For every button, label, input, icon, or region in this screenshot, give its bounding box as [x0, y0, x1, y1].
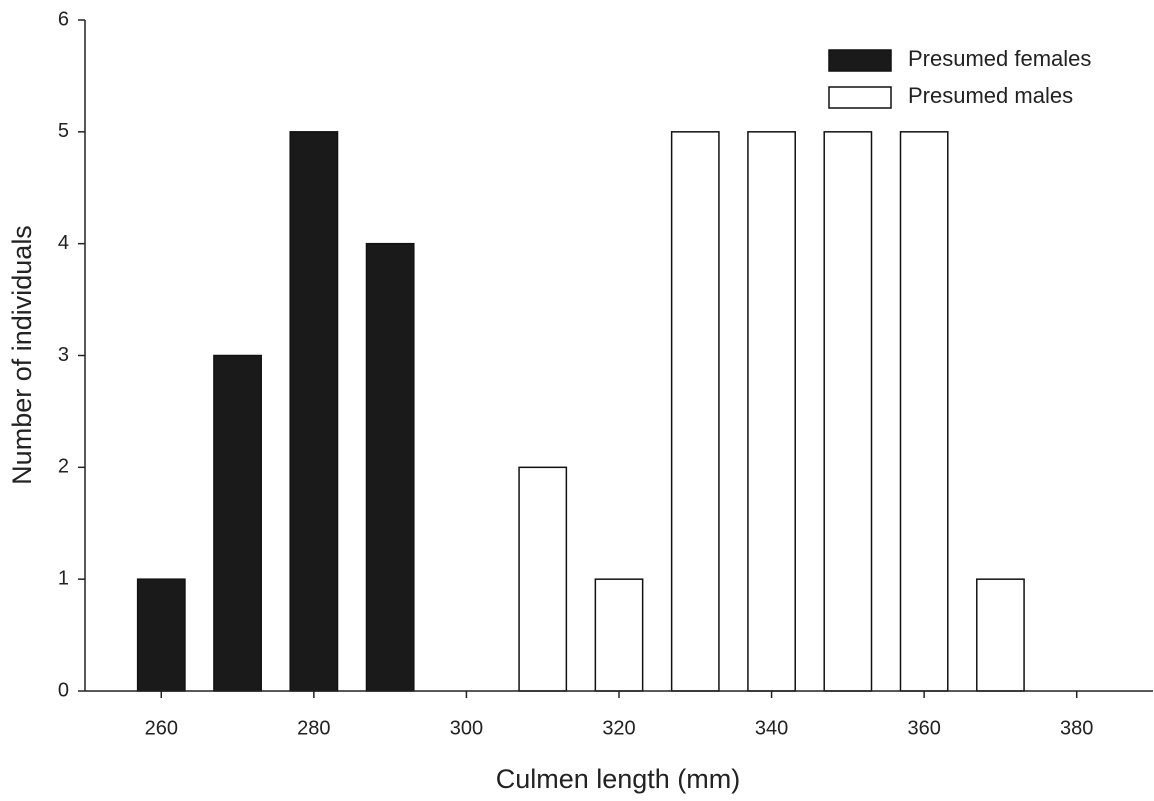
y-tick-label: 6: [58, 8, 69, 30]
bar: [670, 131, 720, 692]
bar: [823, 131, 873, 692]
bar: [213, 354, 262, 692]
bar: [594, 578, 644, 692]
legend-swatch: [828, 49, 892, 72]
x-tick-label: 380: [1060, 717, 1093, 739]
y-tick-label: 2: [58, 456, 69, 478]
y-axis-title: Number of individuals: [7, 225, 37, 485]
x-tick-label: 300: [450, 717, 483, 739]
bar: [518, 466, 568, 692]
bar: [289, 131, 339, 692]
y-tick-label: 3: [58, 344, 69, 366]
legend-label: Presumed females: [908, 46, 1091, 71]
legend-swatch: [828, 86, 892, 109]
x-tick-label: 260: [145, 717, 178, 739]
legend-label: Presumed males: [908, 83, 1073, 108]
bar: [136, 578, 186, 692]
x-tick-label: 340: [755, 717, 788, 739]
y-tick-label: 0: [58, 679, 69, 701]
y-tick-label: 1: [58, 567, 69, 589]
x-tick-label: 360: [907, 717, 940, 739]
bar: [747, 131, 796, 692]
x-axis-title: Culmen length (mm): [496, 764, 741, 794]
x-tick-label: 320: [602, 717, 635, 739]
y-tick-label: 4: [58, 232, 69, 254]
x-tick-label: 280: [297, 717, 330, 739]
bar: [899, 131, 949, 692]
bar: [976, 578, 1025, 692]
y-tick-label: 5: [58, 120, 69, 142]
bar: [365, 242, 415, 692]
